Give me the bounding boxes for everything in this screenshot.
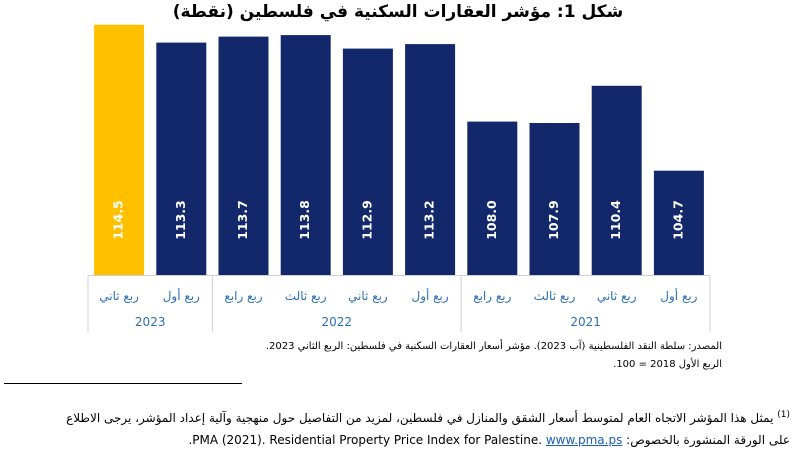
footnote-text-2: على الورقة المنشورة بالخصوص: [626,433,790,447]
source-line-1: المصدر: سلطة النقد الفلسطينية (آب 2023).… [265,341,722,352]
bar-10 [94,24,145,276]
category-label-8: ربع رابع [224,289,262,304]
footnote-line-2: على الورقة المنشورة بالخصوص: www.pma.ps … [4,429,790,451]
bar-8 [218,36,269,275]
category-label-10: ربع ثاني [99,289,139,304]
footnote: (1) يمثل هذا المؤشر الاتجاه العام لمتوسط… [4,404,790,451]
category-label-6: ربع ثاني [348,289,388,304]
bar-9 [156,42,207,275]
bar-value-label-8: 113.7 [235,200,250,240]
chart-title: شكل 1: مؤشر العقارات السكنية في فلسطين (… [172,2,624,22]
bar-1 [653,170,704,275]
year-label-3: 2023 [135,315,166,329]
category-label-2: ربع ثاني [597,289,637,304]
footnote-marker: (1) [777,410,790,420]
category-label-7: ربع ثالث [285,289,327,304]
footnote-separator [4,383,242,384]
bar-value-label-7: 113.8 [297,200,312,240]
bar-value-label-10: 114.5 [111,200,126,240]
category-label-5: ربع أول [412,288,449,304]
bar-5 [405,44,456,275]
bar-value-label-4: 108.0 [484,200,499,240]
category-label-1: ربع أول [660,288,697,304]
footnote-line-1: (1) يمثل هذا المؤشر الاتجاه العام لمتوسط… [4,404,790,429]
category-label-4: ربع رابع [473,289,511,304]
bar-value-label-6: 112.9 [359,200,374,240]
bar-value-label-5: 113.2 [422,200,437,240]
bar-value-label-2: 110.4 [608,200,623,240]
footnote-link[interactable]: www.pma.ps [545,433,623,447]
source-note: المصدر: سلطة النقد الفلسطينية (آب 2023).… [266,338,722,374]
bar-7 [280,35,331,275]
year-label-1: 2021 [570,315,601,329]
bar-chart: 104.7 ربع أول 110.4 ربع ثاني 107.9 ربع ثالث 10… [87,24,711,332]
bar-2 [591,85,642,275]
bar-6 [342,48,393,275]
category-label-9: ربع أول [163,288,200,304]
bar-value-label-3: 107.9 [546,200,561,240]
bar-3 [529,123,580,275]
year-label-2: 2022 [322,315,353,329]
footnote-text-1: يمثل هذا المؤشر الاتجاه العام لمتوسط أسع… [66,411,774,425]
category-label-3: ربع ثالث [534,289,576,304]
source-line-2: الربع الأول 2018 = 100. [613,359,722,370]
bar-value-label-9: 113.3 [173,200,188,240]
bar-value-label-1: 104.7 [670,200,685,240]
bar-4 [467,121,518,275]
footnote-citation: .PMA (2021). Residential Property Price … [188,433,543,447]
